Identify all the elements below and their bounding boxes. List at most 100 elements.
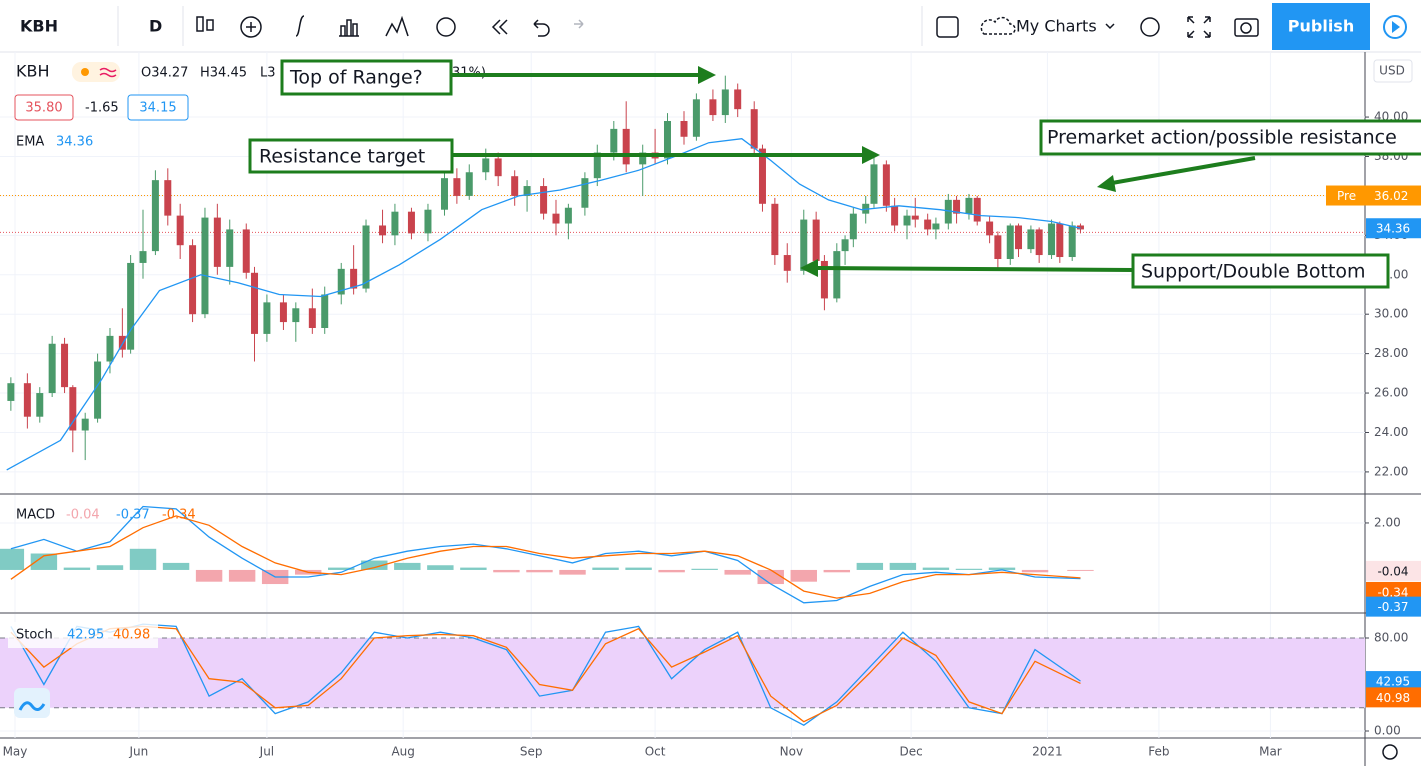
candle-body	[953, 199, 961, 214]
candle-body	[593, 152, 601, 179]
histogram-bar	[63, 567, 91, 570]
arrow	[1111, 156, 1256, 185]
candle-body	[903, 215, 911, 226]
histogram-bar	[1021, 569, 1049, 573]
layout-icon[interactable]	[936, 16, 959, 38]
candle-body	[870, 164, 878, 204]
ema-tag-bg	[1366, 218, 1421, 239]
undo-icon[interactable]	[533, 19, 550, 37]
layout-name[interactable]: My Charts	[1016, 17, 1097, 36]
candle-body	[292, 308, 300, 323]
histogram-bar	[889, 562, 917, 570]
indicator-icon[interactable]	[295, 15, 305, 37]
stoch-k-value: 42.95	[67, 628, 104, 643]
histogram-bar	[790, 569, 817, 582]
session-badge	[72, 62, 120, 82]
arrowhead	[862, 146, 880, 164]
histogram-bar	[30, 553, 58, 570]
candle-body	[424, 209, 432, 234]
candle-body	[540, 186, 548, 214]
candle-body	[680, 120, 688, 137]
templates-icon[interactable]	[339, 19, 359, 37]
histogram-bar	[691, 568, 718, 570]
publish-button[interactable]	[1272, 3, 1370, 50]
candle-body	[453, 178, 461, 196]
candle-body	[1006, 225, 1014, 259]
compare-icon[interactable]	[240, 16, 262, 38]
snapshot-icon[interactable]	[1234, 18, 1259, 37]
legend-high: H34.45	[200, 66, 247, 81]
candle-body	[48, 343, 56, 394]
annotation-box[interactable]	[1131, 253, 1390, 289]
annotations: Top of Range? Resistance target Premarke…	[248, 59, 1421, 289]
candle-body	[7, 383, 15, 401]
annotation-box[interactable]	[248, 138, 454, 174]
candle-body	[23, 383, 31, 417]
annotation: Top of Range?	[289, 67, 423, 89]
y-tick-label: 2.00	[1374, 515, 1401, 529]
dropdown-icon[interactable]	[1105, 23, 1115, 30]
macd-line	[10, 505, 1081, 604]
y-tick-label: 0.00	[1374, 724, 1401, 738]
premarket-tag-bg	[1326, 185, 1421, 206]
histogram-bar	[228, 569, 256, 582]
histogram-bar	[526, 569, 553, 573]
financials-icon[interactable]	[385, 15, 409, 37]
annotation: Premarket action/possible resistance	[1047, 127, 1397, 149]
candle-body	[189, 245, 197, 315]
candle-body	[924, 219, 932, 230]
stoch-k-tag-bg	[1366, 671, 1421, 692]
annotation-box[interactable]	[280, 59, 453, 96]
candle-body	[164, 180, 172, 216]
annotation-box[interactable]	[1039, 119, 1421, 156]
histogram-bar	[96, 565, 124, 570]
fullscreen-icon[interactable]	[1187, 16, 1211, 38]
candle-body	[362, 225, 370, 289]
histogram-bar	[328, 567, 355, 570]
candle-body	[552, 213, 560, 224]
play-icon[interactable]	[1383, 15, 1407, 39]
interval-button[interactable]: D	[149, 17, 162, 36]
bid-box[interactable]	[14, 94, 74, 121]
symbol-button[interactable]: KBH	[20, 17, 58, 36]
plot-area: May Jun Jul Aug Sep Oct Nov Dec 2021 Feb Mar 22.00 2…	[0, 52, 1421, 759]
session-icon	[81, 68, 89, 76]
candle-body	[944, 199, 952, 224]
candle-body	[581, 178, 589, 208]
annotation: Support/Double Bottom	[1141, 261, 1366, 283]
candle-body	[1056, 223, 1064, 258]
candle-icon[interactable]	[196, 16, 204, 32]
currency-box	[1373, 59, 1413, 83]
candle-icon[interactable]	[206, 19, 214, 31]
candle-body	[391, 211, 399, 236]
alert-icon[interactable]	[436, 17, 456, 37]
settings-icon[interactable]	[1140, 17, 1160, 37]
candle-body	[482, 158, 490, 173]
candle-body	[279, 302, 287, 323]
histogram-bar	[129, 548, 157, 570]
histogram-bar	[559, 569, 586, 575]
x-tick-label: Oct	[645, 745, 666, 759]
candle-body	[176, 215, 184, 246]
candle-body	[986, 221, 994, 236]
histogram-bar	[988, 567, 1016, 570]
replay-icon[interactable]	[491, 19, 508, 35]
y-tick-label: 28.00	[1374, 346, 1408, 360]
axis-settings[interactable]	[1382, 744, 1398, 760]
candle-body	[932, 223, 940, 230]
histogram-bar	[162, 562, 190, 570]
x-tick-label: Aug	[391, 745, 414, 759]
candle-body	[379, 225, 387, 236]
cloud-icon[interactable]	[980, 16, 1016, 35]
ask-box[interactable]	[127, 94, 189, 121]
redo-icon[interactable]	[574, 19, 584, 29]
candle-body	[61, 343, 69, 388]
macd-value: -0.37	[116, 508, 150, 523]
logo[interactable]	[14, 688, 50, 718]
candle-body	[407, 211, 415, 234]
arrow	[817, 266, 1134, 272]
publish-label[interactable]: Publish	[1288, 17, 1354, 36]
stoch-band	[0, 638, 1365, 708]
candle-body	[1015, 225, 1023, 250]
candle-body	[833, 251, 841, 299]
